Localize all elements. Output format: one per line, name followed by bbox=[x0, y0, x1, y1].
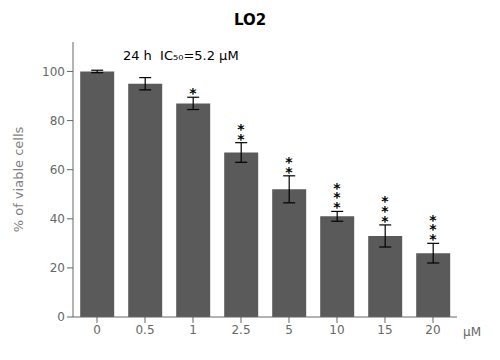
svg-text:15: 15 bbox=[377, 323, 392, 337]
svg-text:% of viable cells: % of viable cells bbox=[11, 126, 26, 232]
svg-text:*: * bbox=[333, 180, 341, 196]
svg-text:20: 20 bbox=[425, 323, 440, 337]
svg-text:40: 40 bbox=[50, 212, 65, 226]
svg-text:1: 1 bbox=[189, 323, 197, 337]
svg-text:20: 20 bbox=[50, 261, 65, 275]
svg-text:80: 80 bbox=[50, 114, 65, 128]
html-text:LO2: LO2 bbox=[233, 11, 267, 29]
svg-text:0: 0 bbox=[57, 310, 65, 324]
svg-text:5: 5 bbox=[285, 323, 293, 337]
svg-text:60: 60 bbox=[50, 163, 65, 177]
svg-text:*: * bbox=[189, 85, 197, 101]
svg-text:*: * bbox=[429, 212, 437, 228]
svg-text:*: * bbox=[237, 121, 245, 137]
svg-text:0: 0 bbox=[93, 323, 101, 337]
svg-text:100: 100 bbox=[42, 65, 65, 79]
svg-text:*: * bbox=[381, 193, 389, 209]
svg-text:2.5: 2.5 bbox=[231, 323, 250, 337]
svg-text:μM: μM bbox=[463, 325, 481, 339]
svg-text:*: * bbox=[285, 154, 293, 170]
svg-text:10: 10 bbox=[329, 323, 344, 337]
svg-text:0.5: 0.5 bbox=[135, 323, 154, 337]
html-text:24 h IC₅₀=5.2 μM: 24 h IC₅₀=5.2 μM bbox=[122, 48, 239, 63]
